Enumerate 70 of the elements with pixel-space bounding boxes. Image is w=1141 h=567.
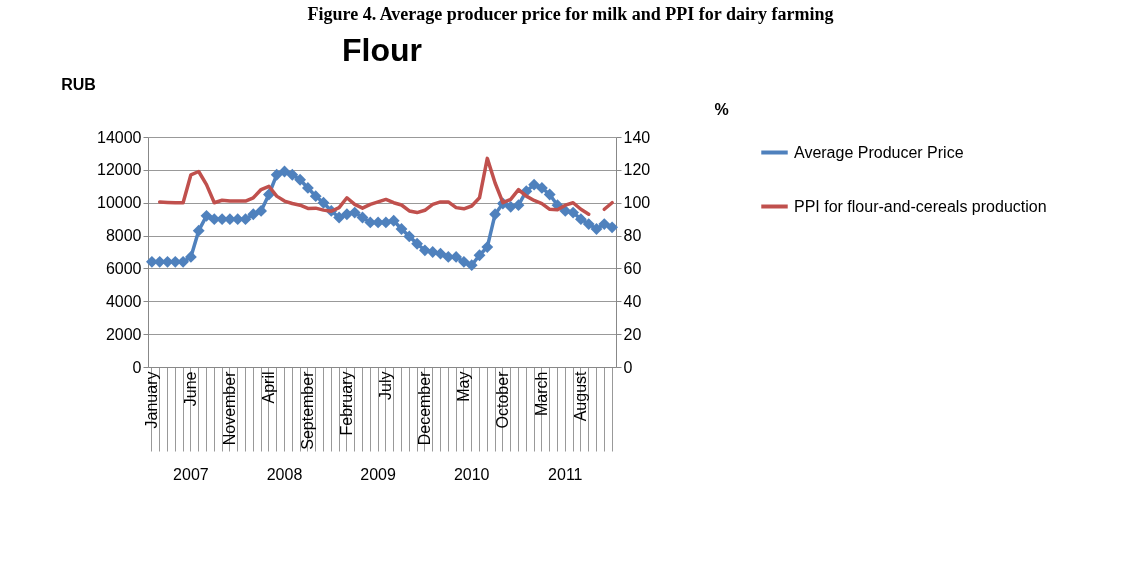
point — [192, 224, 205, 237]
y2-tick-label: 0 — [623, 358, 633, 376]
y-axis-title: RUB — [61, 75, 96, 93]
point — [528, 178, 541, 191]
y-tick-label: 12000 — [97, 161, 142, 179]
y2-tick-label: 20 — [623, 325, 642, 343]
x-tick-label: January — [142, 371, 160, 429]
point — [403, 230, 416, 243]
x-tick-label: February — [337, 371, 355, 436]
point — [481, 241, 494, 253]
point — [457, 255, 470, 268]
point — [200, 209, 213, 222]
y2-tick-label: 80 — [623, 227, 642, 245]
point — [582, 218, 595, 230]
point — [270, 168, 283, 181]
point — [294, 173, 307, 186]
point — [434, 247, 447, 260]
legend-label: PPI for flour-and-cereals production — [794, 197, 1047, 215]
point — [395, 223, 408, 235]
legend-label: Average Producer Price — [794, 143, 964, 161]
x-tick-label: April — [259, 371, 277, 404]
x-tick-label: November — [220, 370, 238, 446]
text: 2008 — [266, 466, 303, 483]
caption: Figure 4. Average producer price for milk and PPI for dairy farming — [306, 4, 835, 25]
y-tick-label: 8000 — [105, 227, 142, 245]
y-tick-label: 14000 — [97, 128, 142, 146]
y2-tick-label: 140 — [623, 128, 651, 146]
text: 2011 — [548, 466, 583, 483]
point — [333, 211, 346, 224]
x-tick-label: August — [571, 370, 589, 422]
text: 2009 — [360, 466, 396, 483]
y2-tick-label: 60 — [623, 259, 642, 277]
x-tick-label: March — [532, 371, 550, 416]
y2-tick-label: 40 — [623, 292, 642, 310]
y-tick-label: 6000 — [105, 259, 142, 277]
x-tick-label: May — [454, 371, 472, 402]
x-tick-label: October — [493, 370, 511, 429]
y2-tick-label: 120 — [623, 161, 651, 179]
point — [309, 190, 322, 203]
x-tick-label: December — [415, 370, 433, 446]
x-tick-label: September — [298, 370, 316, 450]
point — [489, 208, 502, 221]
point — [598, 218, 611, 230]
x-tick-label: July — [376, 371, 394, 400]
point — [317, 196, 330, 209]
point — [590, 223, 603, 235]
y2-axis-title: % — [714, 100, 729, 118]
point — [247, 208, 260, 221]
point — [465, 259, 478, 272]
point — [286, 168, 299, 181]
point — [301, 182, 314, 194]
point — [606, 221, 619, 234]
chart-title: Flour — [342, 32, 422, 68]
point — [255, 205, 268, 217]
point — [567, 206, 580, 219]
point — [543, 188, 556, 201]
point — [535, 182, 548, 194]
text: 2007 — [173, 466, 209, 483]
y-tick-label: 2000 — [105, 325, 142, 343]
point — [262, 188, 275, 201]
y-tick-label: 10000 — [97, 194, 142, 212]
y2-tick-label: 100 — [623, 194, 651, 212]
x-tick-label: June — [181, 371, 199, 407]
point — [411, 237, 424, 250]
y-tick-label: 4000 — [105, 292, 142, 310]
y-tick-label: 0 — [132, 358, 142, 376]
text: 2010 — [453, 466, 490, 483]
point — [184, 251, 197, 263]
point — [574, 213, 587, 226]
point — [473, 249, 486, 262]
